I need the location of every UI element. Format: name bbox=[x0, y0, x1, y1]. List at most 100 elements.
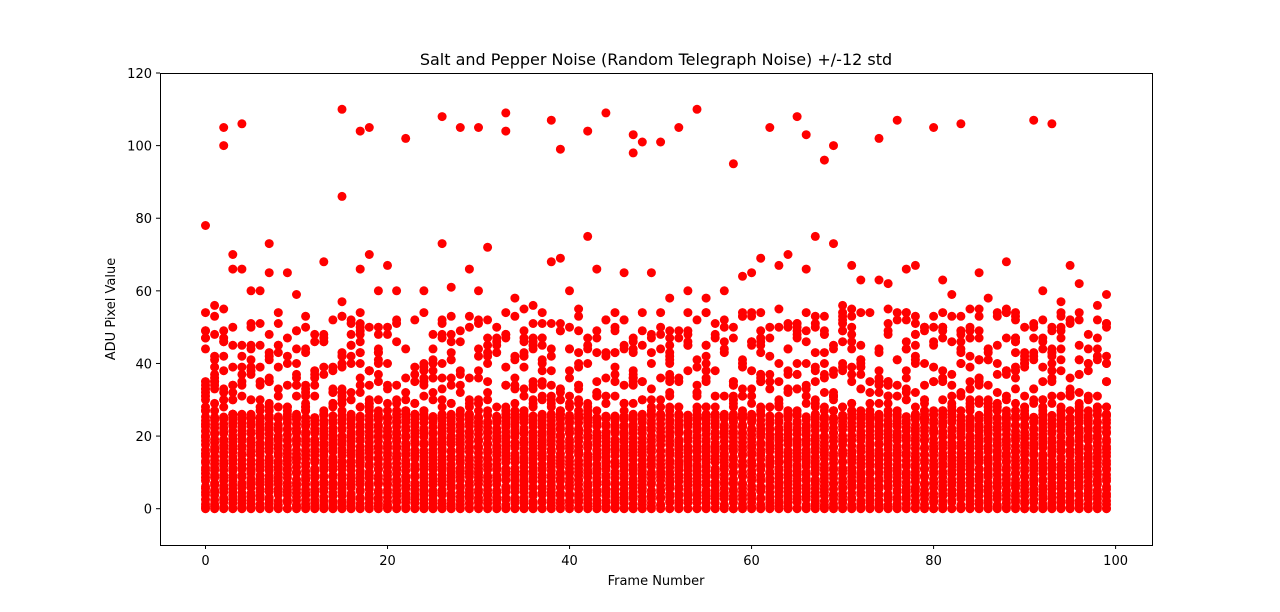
data-point bbox=[364, 398, 374, 408]
data-point bbox=[401, 504, 411, 514]
data-point bbox=[656, 395, 666, 405]
data-point bbox=[446, 355, 456, 365]
data-point bbox=[292, 326, 301, 336]
data-point bbox=[383, 504, 392, 514]
data-point bbox=[646, 348, 656, 358]
data-point bbox=[992, 413, 1002, 422]
data-point bbox=[537, 333, 547, 343]
data-point bbox=[355, 373, 365, 383]
data-point bbox=[910, 402, 920, 412]
data-point bbox=[310, 504, 320, 514]
data-point bbox=[765, 351, 775, 361]
data-point bbox=[537, 319, 547, 328]
data-point bbox=[701, 504, 711, 514]
data-point bbox=[747, 308, 757, 318]
data-point bbox=[1102, 434, 1111, 444]
data-point bbox=[856, 384, 866, 394]
data-point bbox=[255, 395, 265, 405]
data-point bbox=[346, 388, 356, 397]
data-point bbox=[246, 369, 256, 379]
data-point bbox=[210, 406, 220, 416]
data-point bbox=[228, 380, 238, 390]
data-point bbox=[364, 380, 374, 390]
data-point bbox=[1083, 366, 1093, 376]
data-point bbox=[992, 340, 1002, 350]
data-point bbox=[510, 311, 520, 321]
data-point bbox=[1102, 409, 1111, 419]
data-point bbox=[756, 377, 766, 387]
data-point bbox=[483, 388, 493, 397]
data-point bbox=[856, 340, 866, 350]
data-point bbox=[1102, 402, 1111, 412]
data-point bbox=[446, 380, 456, 390]
data-point bbox=[810, 402, 820, 412]
data-point bbox=[410, 504, 420, 514]
data-point bbox=[437, 239, 447, 249]
data-point bbox=[310, 373, 320, 383]
data-point bbox=[665, 373, 675, 383]
data-point bbox=[1065, 315, 1075, 325]
data-point bbox=[383, 322, 392, 332]
data-point bbox=[865, 388, 875, 397]
data-point bbox=[346, 395, 356, 405]
data-point bbox=[819, 406, 829, 416]
data-point bbox=[1011, 398, 1020, 408]
data-point bbox=[401, 344, 411, 354]
data-point bbox=[947, 391, 957, 401]
data-point bbox=[610, 377, 620, 387]
data-point bbox=[774, 359, 784, 368]
data-point bbox=[1020, 402, 1030, 412]
data-point bbox=[646, 406, 656, 416]
data-point bbox=[337, 431, 347, 441]
data-point bbox=[692, 388, 702, 397]
data-point bbox=[292, 380, 301, 390]
data-point bbox=[519, 337, 529, 347]
data-point bbox=[574, 504, 584, 514]
data-point bbox=[738, 362, 747, 372]
data-point bbox=[1092, 504, 1102, 514]
data-point bbox=[710, 402, 720, 412]
data-point bbox=[637, 504, 647, 514]
data-point bbox=[1065, 391, 1075, 401]
data-point bbox=[392, 409, 402, 419]
data-point bbox=[719, 413, 729, 423]
data-point bbox=[419, 362, 429, 372]
data-point bbox=[1056, 391, 1066, 401]
data-point bbox=[282, 380, 292, 390]
data-point bbox=[610, 348, 620, 358]
data-point bbox=[328, 453, 338, 463]
data-point bbox=[674, 326, 684, 336]
data-point bbox=[1001, 369, 1011, 379]
data-point bbox=[792, 319, 802, 328]
data-point bbox=[1092, 402, 1102, 412]
data-point bbox=[847, 304, 857, 314]
data-point bbox=[373, 322, 383, 332]
data-point bbox=[355, 308, 365, 318]
data-point bbox=[801, 264, 811, 274]
data-point bbox=[1029, 348, 1039, 358]
data-point bbox=[592, 326, 602, 336]
data-point bbox=[437, 395, 447, 405]
data-point bbox=[1047, 398, 1057, 408]
data-point bbox=[383, 406, 392, 416]
data-point bbox=[983, 413, 993, 423]
data-point bbox=[273, 402, 283, 412]
data-point bbox=[292, 504, 301, 514]
data-point bbox=[992, 388, 1002, 397]
data-point bbox=[583, 333, 593, 343]
data-point bbox=[373, 286, 383, 296]
data-point bbox=[1074, 315, 1084, 325]
data-point bbox=[665, 351, 675, 361]
data-point bbox=[483, 504, 493, 514]
data-point bbox=[883, 489, 893, 499]
data-point bbox=[765, 377, 775, 387]
data-point bbox=[910, 409, 920, 419]
data-point bbox=[501, 464, 511, 474]
data-point bbox=[246, 395, 256, 405]
data-point bbox=[528, 504, 538, 514]
data-point bbox=[519, 504, 529, 514]
data-point bbox=[792, 112, 802, 122]
data-point bbox=[555, 319, 565, 328]
data-point bbox=[319, 369, 329, 379]
data-point bbox=[510, 449, 520, 459]
